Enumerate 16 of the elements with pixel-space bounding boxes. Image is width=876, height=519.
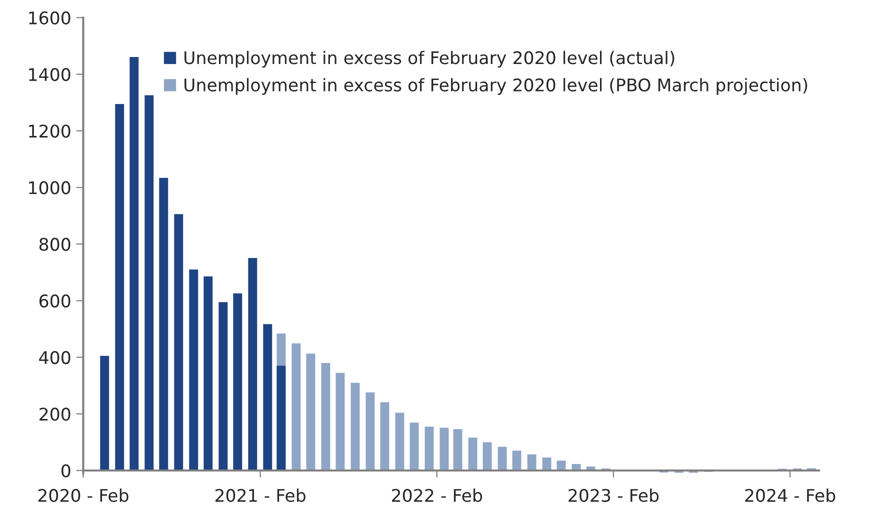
y-tick-label: 600 — [39, 294, 70, 308]
y-tick-label: 1600 — [29, 11, 70, 24]
y-tick-label: 400 — [39, 350, 70, 364]
legend-label: Unemployment in excess of February 2020 level (PBO March projection) — [184, 78, 808, 95]
x-tick-label: 2021 - Feb — [215, 488, 306, 502]
x-tick-label: 2023 - Feb — [568, 488, 659, 502]
y-tick-label: 200 — [40, 408, 70, 421]
x-tick-label: 2022 - Feb — [392, 488, 482, 502]
y-tick-label: 1000 — [29, 181, 70, 194]
y-tick-label: 1400 — [29, 68, 70, 82]
legend-label: Unemployment in excess of February 2020 level (actual) — [184, 50, 674, 68]
y-tick-label: 800 — [39, 238, 70, 251]
x-tick-label: 2024 - Feb — [745, 488, 836, 502]
y-tick-label: 1200 — [29, 124, 70, 138]
x-tick-label: 2020 - Feb — [38, 488, 128, 502]
y-tick-label: 0 — [62, 464, 70, 478]
